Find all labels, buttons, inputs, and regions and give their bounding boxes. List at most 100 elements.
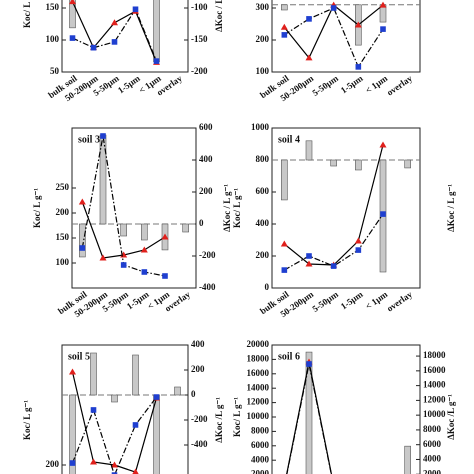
point-marker	[69, 460, 76, 466]
point-marker	[78, 198, 86, 205]
point-marker	[379, 1, 387, 8]
y2-tick-label: 8000	[423, 424, 442, 434]
panel-title: soil 3	[78, 134, 100, 145]
point-marker	[281, 32, 288, 38]
y-tick-label: 1000	[251, 122, 270, 132]
y2-tick-label: 200	[191, 364, 205, 374]
y-axis-label: Koc/ L g⁻¹	[22, 400, 32, 440]
series-line	[72, 8, 158, 62]
panel: 200 -400 -200 0 200 400 Koc/ L g⁻¹ ΔKoc /L g⁻¹ s…	[22, 339, 224, 474]
bar	[182, 223, 189, 233]
y-tick-label: 150	[46, 2, 60, 12]
bar	[111, 394, 118, 403]
point-marker	[132, 468, 139, 474]
y2-tick-label: 16000	[423, 365, 446, 375]
bar	[330, 159, 337, 167]
y2-axis-label: ΔKoc /L g⁻¹	[214, 397, 224, 443]
series-line	[286, 363, 332, 474]
bar	[153, 0, 160, 63]
y2-tick-label: 10000	[423, 409, 446, 419]
point-marker	[69, 35, 76, 41]
panel-title: soil 4	[278, 134, 300, 145]
x-tick-label: 1-5μm	[116, 73, 142, 96]
bar	[69, 0, 76, 29]
y-tick-label: 0	[265, 282, 270, 292]
y2-tick-label: -200	[199, 250, 216, 260]
panel: 0 200 400 600 800 1000 Koc/ L g⁻¹ ΔKoc / L g⁻¹ s…	[232, 122, 456, 319]
y2-tick-label: 400	[199, 154, 213, 164]
point-marker	[330, 263, 337, 269]
y2-tick-label: 200	[199, 186, 213, 196]
point-marker	[161, 233, 169, 240]
bar	[79, 223, 86, 258]
bar	[404, 159, 411, 169]
y-tick-label: 150	[56, 232, 70, 242]
point-marker	[281, 267, 288, 273]
point-marker	[132, 422, 139, 428]
point-marker	[330, 5, 337, 11]
y-tick-label: 600	[256, 186, 270, 196]
y2-tick-label: -100	[191, 2, 208, 12]
panel-title: soil 6	[278, 351, 300, 362]
x-tick-label: 5-50μm	[310, 73, 340, 98]
y-axis-label: Koc/ L g⁻¹	[32, 188, 42, 228]
panel: 100 150 200 250 -400 -200 0 200 400 600 Koc/ L g⁻¹…	[32, 122, 232, 319]
y2-axis-label: ΔKoc / L g⁻¹	[446, 184, 456, 232]
y2-tick-label: 0	[199, 218, 204, 228]
y-axis-label: Koc/ L g⁻¹	[22, 0, 32, 28]
series-line	[71, 371, 158, 473]
panel-title: soil 5	[68, 351, 90, 362]
y-tick-label: 200	[256, 34, 270, 44]
y-axis-label: Koc/ L g⁻¹	[232, 397, 242, 437]
y2-tick-label: 4000	[423, 454, 442, 464]
plot-frame	[271, 344, 421, 474]
x-tick-label: 1-5μm	[339, 289, 365, 312]
bar	[174, 386, 181, 396]
point-marker	[90, 458, 97, 465]
point-marker	[280, 240, 288, 247]
y2-tick-label: 400	[191, 339, 205, 349]
plot-frame	[71, 127, 197, 289]
y-tick-label: 18000	[247, 353, 270, 363]
x-tick-label: overlay	[385, 289, 414, 314]
point-marker	[111, 472, 118, 474]
point-marker	[90, 44, 97, 51]
point-marker	[69, 0, 76, 5]
y2-axis-label: ΔKoc / L g⁻¹	[214, 0, 224, 32]
y-tick-label: 400	[256, 218, 270, 228]
y2-tick-label: -200	[191, 414, 208, 424]
series-line	[286, 361, 333, 474]
y2-tick-label: 0	[191, 389, 196, 399]
y-tick-label: 14000	[247, 382, 270, 392]
x-tick-label: overlay	[385, 73, 414, 98]
point-marker	[380, 26, 386, 32]
y-tick-label: 20000	[247, 339, 270, 349]
point-marker	[111, 461, 118, 468]
x-tick-label: 5-50μm	[310, 289, 340, 314]
point-marker	[132, 6, 139, 13]
y2-tick-label: -150	[191, 34, 208, 44]
y-tick-label: 200	[46, 459, 60, 469]
bar	[305, 351, 313, 474]
y2-tick-label: -200	[191, 66, 208, 76]
point-marker	[111, 39, 118, 45]
point-marker	[99, 254, 107, 261]
x-tick-label: 1-5μm	[125, 289, 151, 312]
plot-frame	[271, 127, 421, 289]
point-marker	[306, 16, 312, 22]
bar	[90, 352, 97, 396]
x-tick-label: 1-5μm	[339, 73, 365, 96]
y2-tick-label: 12000	[423, 394, 446, 404]
y-tick-label: 16000	[247, 368, 270, 378]
point-marker	[153, 58, 160, 64]
point-marker	[305, 54, 313, 61]
bar	[404, 445, 411, 474]
y2-axis-label: ΔKoc /L g⁻¹	[446, 394, 456, 440]
point-marker	[141, 269, 148, 275]
series-line	[283, 7, 384, 69]
bar	[69, 394, 76, 474]
bar	[305, 140, 313, 161]
point-marker	[380, 211, 386, 217]
y2-tick-label: 2000	[423, 468, 442, 474]
